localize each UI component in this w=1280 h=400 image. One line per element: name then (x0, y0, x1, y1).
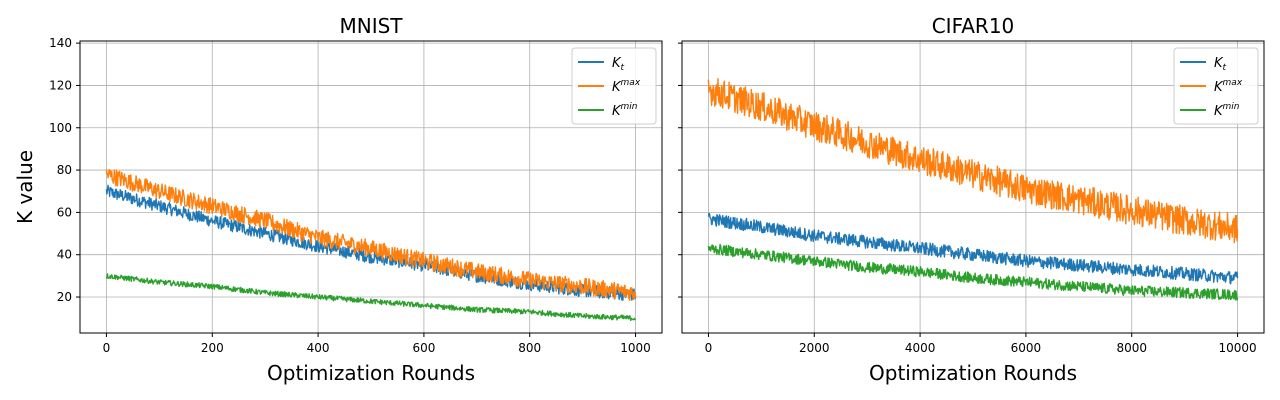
mnist-x-tick-label: 1000 (620, 341, 651, 355)
cifar10-x-tick-label: 8000 (1116, 341, 1147, 355)
mnist-title: MNIST (339, 14, 403, 38)
mnist-y-tick-label: 20 (57, 290, 72, 304)
cifar10-x-tick-label: 4000 (905, 341, 936, 355)
mnist-legend-label: Kt (612, 56, 625, 73)
mnist-y-tick-label: 80 (57, 163, 72, 177)
mnist-series-k-min-line (105, 273, 636, 322)
mnist-x-tick-label: 800 (518, 341, 541, 355)
cifar10-legend-label: Kmax (1214, 78, 1243, 95)
mnist-y-tick-label: 140 (49, 36, 72, 50)
cifar10-title: CIFAR10 (932, 14, 1015, 38)
mnist-x-tick-label: 600 (412, 341, 435, 355)
cifar10-legend-box (1173, 47, 1259, 125)
mnist-legend-box (571, 47, 657, 125)
mnist-y-tick-label: 120 (49, 78, 72, 92)
mnist-legend-label: Kmin (612, 102, 638, 119)
cifar10-x-tick-label: 0 (705, 341, 713, 355)
cifar10-legend-label: Kt (1214, 56, 1227, 73)
mnist-panel: 0 200 400 600 800 1000 20 40 60 80 100 120 140 MNIST O… (49, 14, 663, 385)
mnist-x-axis-title: Optimization Rounds (267, 361, 475, 385)
mnist-series-k-max-line (105, 168, 637, 302)
cifar10-series-k-t-line (707, 212, 1239, 285)
cifar10-legend: Kt Kmax Kmin (1173, 47, 1259, 125)
mnist-x-tick-label: 400 (307, 341, 330, 355)
cifar10-plot-frame (681, 40, 1265, 334)
mnist-x-tick-label: 200 (201, 341, 224, 355)
cifar10-x-tick-label: 10000 (1218, 341, 1256, 355)
cifar10-series-k-max-line (707, 78, 1239, 244)
cifar10-panel: 0 2000 4000 6000 8000 10000 CIFAR10 Optimizatio… (678, 14, 1265, 385)
cifar10-series-k-min-line (707, 243, 1239, 301)
cifar10-x-axis-title: Optimization Rounds (869, 361, 1077, 385)
mnist-legend-label: Kmax (612, 78, 641, 95)
mnist-y-tick-label: 100 (49, 121, 72, 135)
cifar10-x-tick-label: 6000 (1011, 341, 1042, 355)
y-axis-title: K value (13, 150, 37, 224)
cifar10-legend-label: Kmin (1214, 102, 1240, 119)
mnist-y-tick-label: 60 (57, 205, 72, 219)
mnist-legend: Kt Kmax Kmin (571, 47, 657, 125)
mnist-plot-frame (79, 40, 663, 334)
mnist-y-tick-label: 40 (57, 248, 72, 262)
cifar10-x-tick-label: 2000 (799, 341, 830, 355)
mnist-x-tick-label: 0 (103, 341, 111, 355)
